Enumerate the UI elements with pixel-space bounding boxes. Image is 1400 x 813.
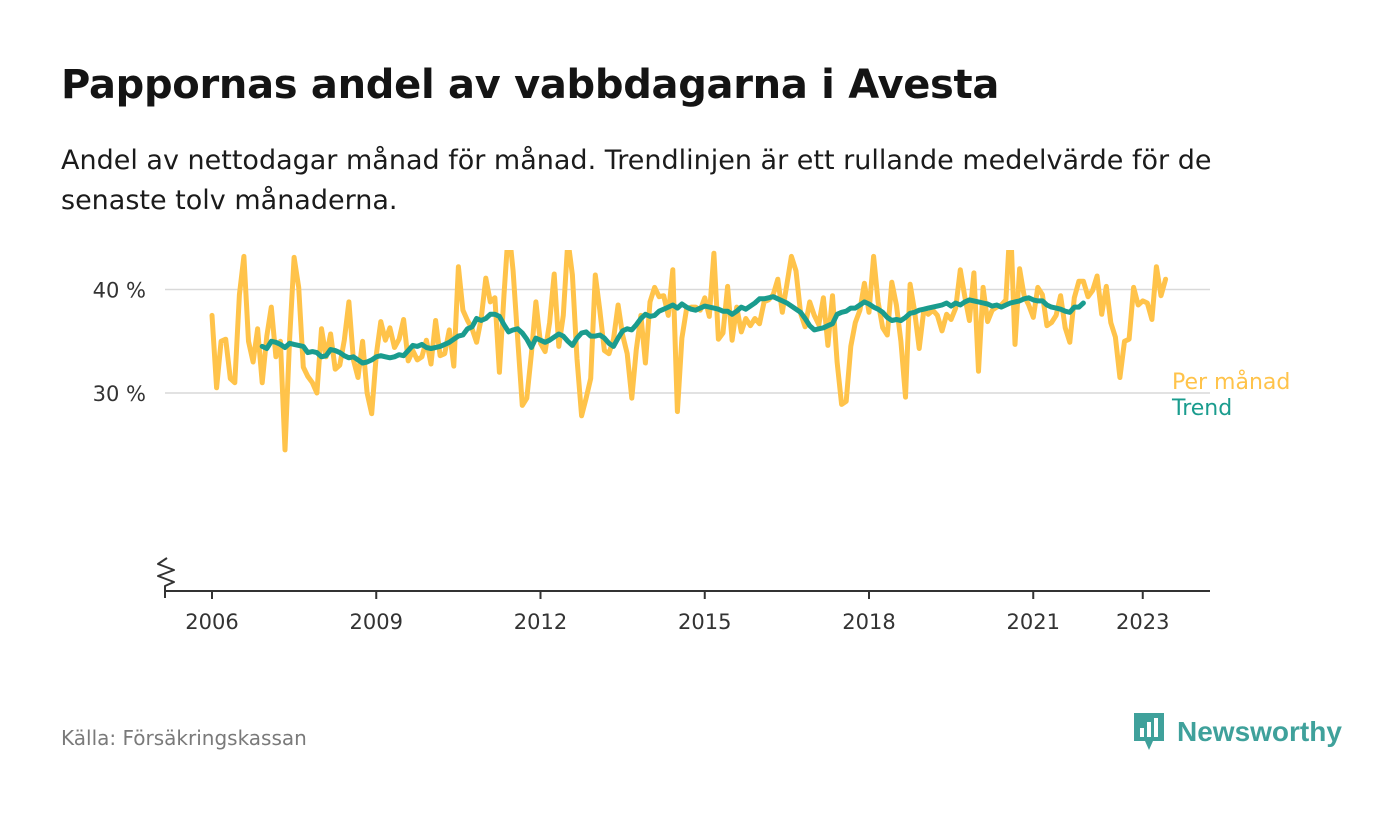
series-line-per-manad <box>209 250 1169 453</box>
series-label-per-manad: Per månad <box>1172 369 1290 395</box>
series-lines <box>209 250 1169 453</box>
brand: Newsworthy <box>1131 710 1342 754</box>
x-axis <box>164 590 1210 598</box>
x-tick-label: 2009 <box>350 610 403 634</box>
x-tick-label: 2023 <box>1116 610 1169 634</box>
newsworthy-logo-icon <box>1134 713 1164 750</box>
x-tick-label: 2018 <box>842 610 895 634</box>
x-axis-ticks: 2006 2009 2012 2015 2018 2021 2023 <box>185 591 1169 634</box>
x-tick-label: 2015 <box>678 610 731 634</box>
series-label-trend: Trend <box>1171 396 1232 421</box>
chart-subtitle: Andel av nettodagar månad för månad. Tre… <box>61 145 1212 216</box>
brand-name: Newsworthy <box>1177 716 1342 747</box>
axis-break-mark <box>157 557 175 591</box>
axis-break-icon <box>157 557 175 591</box>
line-chart: 30 %40 %50 % 200620092012201520182021202… <box>93 250 1290 634</box>
y-tick-label: 40 % <box>93 279 146 303</box>
y-tick-label: 30 % <box>93 382 146 406</box>
series-line-trend <box>259 294 1086 366</box>
chart-title: Pappornas andel av vabbdagarna i Avesta <box>61 62 1000 108</box>
x-tick-label: 2012 <box>514 610 567 634</box>
source-note: Källa: Försäkringskassan <box>61 726 307 750</box>
y-axis-ticks: 30 %40 %50 % <box>93 279 146 407</box>
x-tick-label: 2006 <box>185 610 238 634</box>
x-tick-label: 2021 <box>1007 610 1060 634</box>
